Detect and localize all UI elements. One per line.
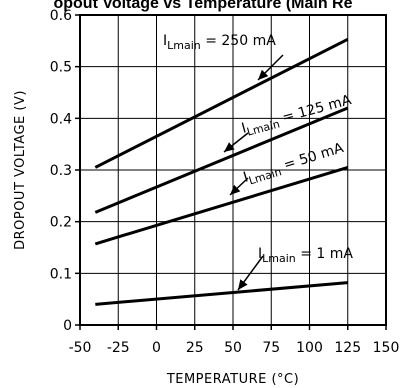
y-tick-label: 0.1 <box>50 266 72 282</box>
x-tick-label: 50 <box>224 340 242 356</box>
y-tick-label: 0.6 <box>50 8 72 24</box>
x-tick-label: 150 <box>373 340 400 356</box>
y-tick-label: 0.5 <box>50 60 72 76</box>
series-line-3 <box>95 281 348 306</box>
x-tick-label: 0 <box>152 340 161 356</box>
x-tick-label: 25 <box>186 340 204 356</box>
chart-title: opout Voltage vs Temperature (Main Re <box>53 0 352 12</box>
series-line-2 <box>94 165 349 246</box>
series-label: ILmain = 250 mA <box>163 33 276 52</box>
series-label: ILmain = 125 mA <box>240 92 354 140</box>
annotation-arrowhead <box>230 184 241 195</box>
x-tick-label: -25 <box>107 340 130 356</box>
y-tick-label: 0 <box>63 318 72 334</box>
series-line-1 <box>94 106 349 214</box>
x-tick-label: -50 <box>69 340 92 356</box>
y-axis-label: DROPOUT VOLTAGE (V) <box>13 90 28 250</box>
y-axis-ticks: 0 0.1 0.2 0.3 0.4 0.5 0.6 <box>50 8 80 334</box>
x-axis-label: TEMPERATURE (°C) <box>166 372 299 387</box>
x-tick-label: 75 <box>262 340 280 356</box>
y-tick-label: 0.4 <box>50 111 72 127</box>
series-group <box>94 37 349 306</box>
x-tick-label: 100 <box>296 340 323 356</box>
series-line-0 <box>94 37 349 169</box>
series-annotation-3: ILmain = 1 mA <box>237 246 353 291</box>
x-axis-ticks: -50 -25 0 25 50 75 100 125 150 <box>69 325 400 356</box>
x-tick-label: 125 <box>334 340 361 356</box>
y-tick-label: 0.3 <box>50 163 72 179</box>
series-label: ILmain = 1 mA <box>258 246 353 265</box>
annotation-arrowhead <box>258 69 269 80</box>
series-label: ILmain = 50 mA <box>241 140 346 189</box>
annotation-arrowhead <box>224 142 235 152</box>
annotation-arrowhead <box>238 279 248 290</box>
series-annotation-0: ILmain = 250 mA <box>163 33 284 81</box>
y-tick-label: 0.2 <box>50 215 72 231</box>
